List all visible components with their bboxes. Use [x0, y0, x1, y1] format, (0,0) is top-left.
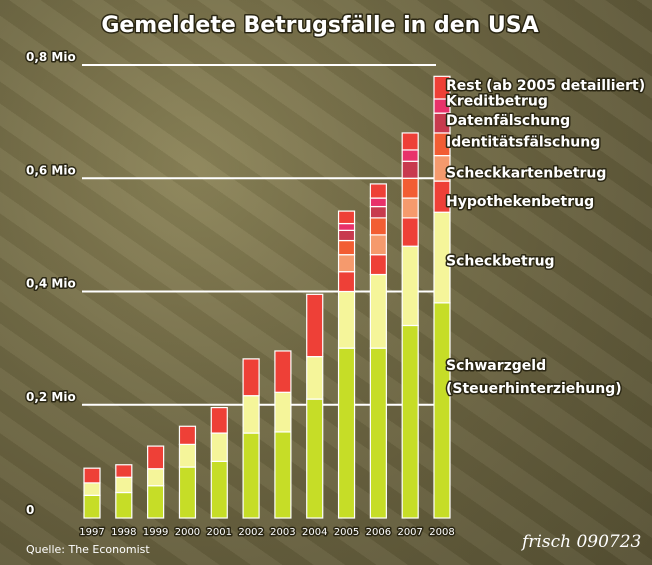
y-tick-label: 0,8 Mio	[26, 50, 76, 64]
y-tick-label: 0,4 Mio	[26, 277, 76, 291]
x-tick-label: 2002	[238, 527, 263, 538]
bar-segment	[115, 491, 133, 519]
bar-segment	[337, 210, 356, 225]
bar-segment	[274, 391, 292, 433]
x-tick-label: 2007	[397, 527, 422, 538]
bar-stack-1998	[115, 464, 133, 519]
bar-segment	[147, 445, 165, 470]
legend: Rest (ab 2005 detailliert)Kreditbetrug Da…	[445, 76, 647, 398]
bar-segment	[178, 443, 197, 468]
legend-label: Kreditbetrug	[446, 94, 548, 110]
legend-label: Datenfälschung	[446, 113, 570, 129]
bar-segment	[401, 149, 419, 162]
bar-segment	[210, 460, 228, 519]
bar-segment	[369, 217, 387, 236]
x-tick-label: 1998	[111, 527, 136, 538]
source-note: Quelle: The Economist	[26, 543, 150, 556]
bar-segment	[210, 406, 228, 434]
bar-segment	[83, 467, 101, 484]
bar-segment	[369, 183, 387, 199]
y-tick-label: 0,6 Mio	[26, 163, 76, 177]
bar-stack-2002	[242, 358, 260, 519]
bar-stack-2006	[369, 183, 387, 519]
bar-segment	[337, 254, 356, 273]
bar-segment	[433, 75, 451, 100]
bar-segment	[210, 432, 228, 462]
x-tick-label: 2008	[429, 527, 454, 538]
y-tick-label: 0	[26, 503, 34, 517]
x-axis: 1997 1998 1999 2000 2001 2002 2003 2004 2005 2006…	[78, 526, 456, 540]
x-tick-label: 2005	[334, 527, 359, 538]
chart-title: Gemeldete Betrugsfälle in den USA	[101, 13, 538, 38]
bar-segment	[178, 425, 197, 445]
bar-segment	[242, 358, 260, 397]
legend-label: Scheckbetrug	[446, 253, 555, 269]
bar-segment	[337, 239, 356, 256]
legend-label: Identitätsfälschung	[446, 134, 600, 150]
x-tick-label: 1999	[143, 527, 168, 538]
bar-segment	[83, 494, 101, 519]
bar-segment	[401, 324, 419, 519]
bar-stack-2007	[401, 132, 419, 519]
legend-label: Scheckkartenbetrug	[446, 166, 606, 182]
bar-segment	[369, 347, 387, 519]
bars	[83, 75, 451, 519]
bar-segment	[337, 290, 356, 349]
bar-segment	[369, 205, 387, 219]
bar-segment	[369, 197, 387, 208]
bar-stack-2003	[274, 350, 292, 519]
legend-label: Schwarzgeld	[446, 358, 546, 374]
bar-stack-2008	[433, 75, 451, 519]
bar-segment	[401, 245, 419, 327]
legend-label: (Steuerhinterziehung)	[446, 381, 622, 397]
bar-segment	[401, 132, 419, 151]
bar-segment	[401, 217, 419, 247]
legend-label: Rest (ab 2005 detailliert)	[446, 78, 645, 94]
bar-segment	[401, 177, 419, 199]
bar-stack-2005	[337, 210, 356, 519]
y-tick-label: 0,2 Mio	[26, 390, 76, 404]
bar-segment	[401, 160, 419, 179]
bar-segment	[337, 229, 356, 242]
x-tick-label: 2003	[270, 527, 295, 538]
x-tick-label: 2006	[366, 527, 391, 538]
bar-segment	[337, 347, 356, 519]
x-tick-label: 2000	[175, 527, 200, 538]
bar-stack-1999	[147, 445, 165, 519]
y-axis: 0 0,2 Mio 0,4 Mio 0,6 Mio 0,8 Mio	[25, 49, 78, 519]
bar-segment	[242, 432, 260, 519]
bar-stack-2004	[306, 293, 324, 519]
bar-segment	[178, 466, 197, 519]
x-tick-label: 2004	[302, 527, 327, 538]
x-tick-label: 2001	[207, 527, 232, 538]
bar-segment	[115, 476, 133, 494]
bar-segment	[337, 271, 356, 293]
bar-segment	[369, 273, 387, 349]
bar-segment	[306, 398, 324, 519]
bar-segment	[433, 302, 451, 519]
bar-segment	[369, 254, 387, 276]
bar-stack-2001	[210, 406, 228, 519]
bar-segment	[147, 468, 165, 487]
bar-segment	[242, 395, 260, 434]
bar-segment	[83, 482, 101, 496]
legend-label: Hypothekenbetrug	[446, 194, 594, 210]
bar-segment	[274, 350, 292, 393]
bar-segment	[274, 431, 292, 519]
bar-segment	[337, 222, 356, 231]
bar-segment	[306, 293, 324, 358]
bar-segment	[369, 234, 387, 256]
signature: frisch 090723	[520, 532, 641, 552]
bar-segment	[306, 356, 324, 400]
bar-segment	[401, 197, 419, 219]
bar-segment	[147, 485, 165, 519]
bar-segment	[115, 464, 133, 478]
bar-stack-1997	[83, 467, 101, 519]
bar-stack-2000	[178, 425, 197, 519]
x-tick-label: 1997	[79, 527, 104, 538]
